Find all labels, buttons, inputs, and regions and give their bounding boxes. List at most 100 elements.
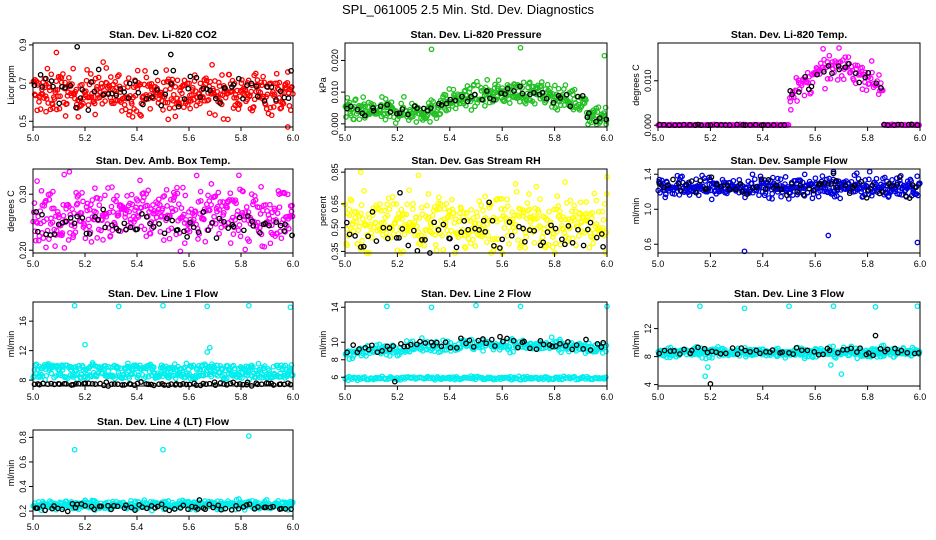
data-point: [413, 119, 420, 125]
data-point: [284, 79, 291, 86]
data-point: [109, 100, 115, 107]
data-point: [216, 230, 222, 237]
data-point: [73, 86, 80, 93]
data-point: [515, 344, 521, 351]
data-point: [133, 108, 140, 114]
data-point: [484, 239, 490, 245]
data-point: [762, 186, 769, 193]
data-point: [121, 101, 128, 108]
data-point: [428, 105, 434, 111]
data-point: [113, 92, 120, 99]
data-point: [706, 354, 713, 361]
data-point: [713, 181, 720, 188]
data-point: [512, 181, 519, 187]
data-point: [214, 362, 220, 369]
data-point: [532, 205, 538, 212]
data-point: [267, 240, 274, 247]
data-point: [496, 346, 503, 353]
chart-title: Stan. Dev. Line 1 Flow: [108, 288, 219, 300]
x-tick-label: 5.4: [444, 259, 457, 269]
data-point: [478, 202, 484, 209]
data-point: [94, 235, 101, 241]
data-point: [140, 101, 146, 108]
data-point: [206, 110, 213, 117]
data-point: [570, 91, 576, 98]
data-point: [257, 229, 263, 236]
data-point: [495, 236, 502, 242]
data-point: [65, 89, 71, 96]
data-point: [70, 381, 76, 388]
data-point: [825, 63, 832, 69]
data-point: [430, 98, 436, 105]
data-point: [168, 373, 175, 379]
data-point: [413, 214, 420, 221]
data-point: [428, 46, 435, 53]
data-point: [100, 59, 107, 65]
data-point: [540, 239, 547, 246]
data-point: [430, 207, 437, 214]
data-point: [356, 346, 362, 352]
data-point: [522, 238, 528, 245]
data-point: [433, 115, 440, 122]
data-point: [147, 220, 153, 227]
y-tick-label: 8: [330, 357, 340, 362]
data-point: [37, 106, 44, 112]
data-point: [384, 235, 391, 242]
data-point: [835, 63, 842, 69]
data-point: [212, 193, 219, 200]
data-point: [250, 201, 256, 208]
data-point: [216, 215, 223, 222]
data-point: [220, 209, 227, 216]
y-tick-label: 0.000: [643, 114, 653, 137]
data-point: [571, 86, 578, 93]
data-point: [71, 446, 78, 453]
data-point: [212, 382, 219, 388]
data-point: [833, 177, 840, 184]
data-point: [398, 340, 404, 347]
y-tick-label: 6: [330, 375, 340, 380]
data-point: [596, 115, 603, 121]
plot-frame: [657, 168, 921, 254]
data-point: [158, 102, 165, 109]
data-point: [734, 351, 741, 357]
data-point: [433, 339, 440, 346]
data-point: [854, 349, 860, 355]
plot-frame: [32, 168, 294, 254]
data-point: [160, 302, 166, 309]
data-point: [384, 201, 391, 208]
data-point: [370, 107, 377, 114]
data-point: [217, 100, 223, 106]
data-point: [39, 211, 45, 218]
data-point: [277, 88, 284, 95]
data-point: [150, 224, 157, 230]
data-point: [351, 116, 357, 123]
data-point: [70, 65, 77, 72]
data-point: [560, 226, 567, 233]
data-point: [188, 98, 194, 104]
data-point: [254, 219, 261, 226]
data-point: [268, 222, 275, 229]
data-point: [511, 212, 517, 219]
data-point: [243, 204, 250, 210]
data-point: [428, 223, 435, 230]
y-axis-label: Licor ppm: [6, 65, 16, 105]
data-point: [205, 227, 212, 233]
data-point: [152, 69, 159, 76]
y-axis-label: degrees C: [6, 190, 16, 232]
data-point: [113, 198, 119, 205]
data-point: [508, 232, 515, 239]
data-point: [158, 212, 165, 219]
data-point: [232, 365, 238, 372]
data-point: [697, 303, 703, 310]
data-point: [586, 340, 592, 347]
data-point: [602, 104, 609, 111]
data-point: [499, 236, 506, 243]
data-point: [253, 83, 260, 90]
data-point: [589, 209, 596, 216]
data-point: [857, 345, 863, 352]
data-point: [164, 203, 171, 209]
data-point: [790, 351, 797, 357]
x-tick-label: 5.0: [652, 392, 665, 402]
